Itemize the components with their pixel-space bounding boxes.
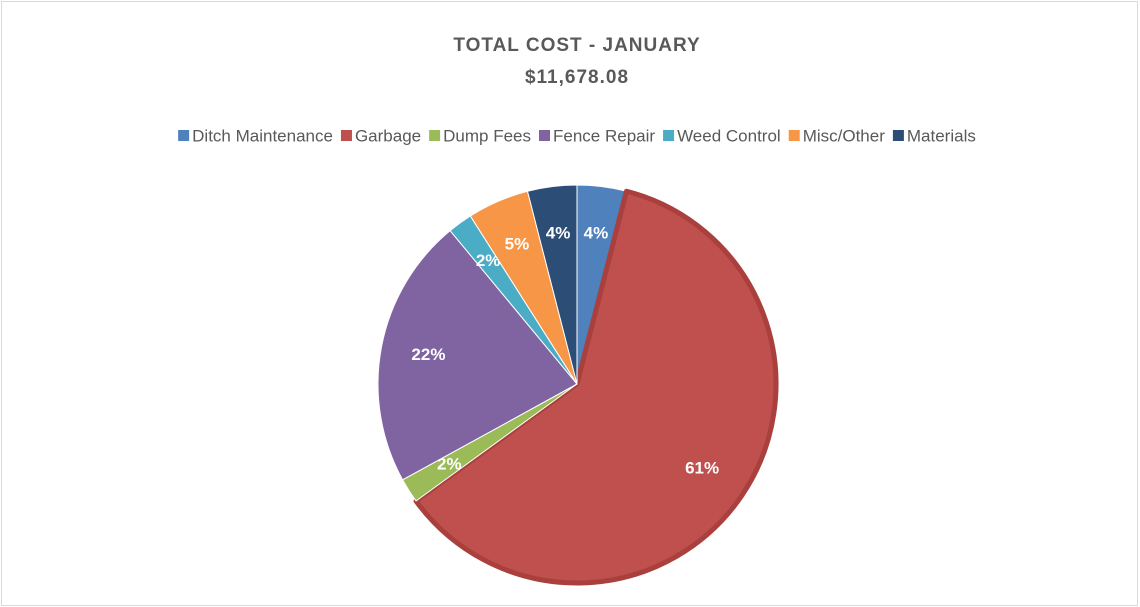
legend-label: Materials (907, 126, 976, 145)
legend-swatch (788, 130, 800, 141)
legend-swatch (178, 130, 190, 141)
pie-slice (413, 188, 779, 586)
legend-label: Garbage (355, 126, 421, 145)
data-label: 22% (411, 345, 445, 364)
pie-slice (527, 184, 578, 385)
chart-subtitle: $11,678.08 (525, 67, 629, 88)
pie-slice (377, 230, 578, 481)
legend-swatch (340, 130, 352, 141)
data-label: 5% (505, 235, 530, 254)
legend-swatch (429, 130, 441, 141)
legend-label: Weed Control (677, 126, 781, 145)
legend-swatch (663, 130, 675, 141)
chart-title: TOTAL COST - JANUARY (453, 35, 700, 56)
data-label: 2% (476, 251, 501, 270)
data-label: 61% (685, 458, 719, 477)
legend-label: Misc/Other (803, 126, 886, 145)
legend: Ditch Maintenance Garbage Dump Fees Fence R… (178, 126, 976, 145)
legend-label: Dump Fees (443, 126, 531, 145)
legend-label: Ditch Maintenance (192, 126, 333, 145)
legend-swatch (539, 130, 550, 141)
data-label: 2% (437, 455, 462, 474)
legend-label: Fence Repair (553, 126, 655, 145)
pie: 4%61%2%22%2%5%4% (377, 184, 779, 586)
data-label: 4% (584, 223, 609, 242)
legend-swatch (892, 130, 904, 141)
data-label: 4% (546, 223, 571, 242)
